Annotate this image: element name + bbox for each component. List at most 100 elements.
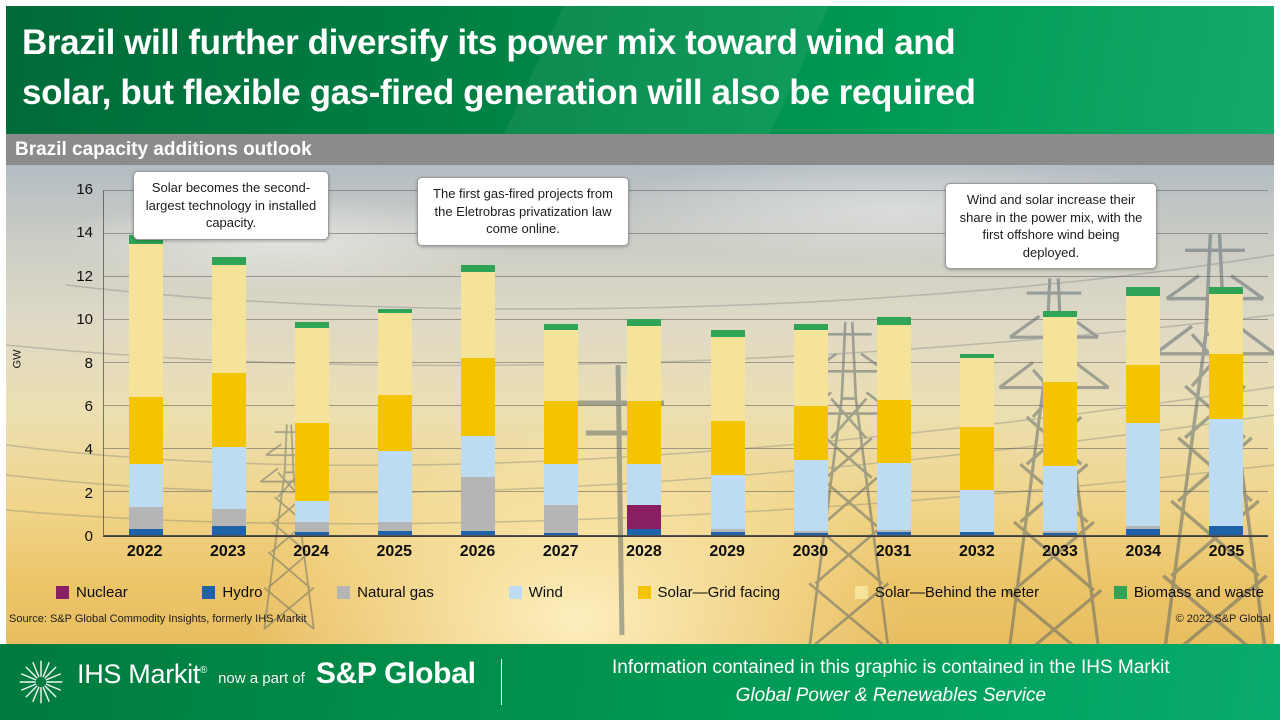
bar-segment-wind (1209, 418, 1244, 527)
bar-stack-2035 (1209, 190, 1244, 535)
bar-column-2033 (1019, 190, 1102, 535)
x-tick-label: 2024 (293, 543, 329, 560)
legend-item-solar-behind-the-meter: Solar—Behind the meter (854, 584, 1039, 601)
bar-segment-hydro (1209, 526, 1244, 535)
bar-segment-solar-behind-the-meter (1043, 317, 1078, 382)
bar-segment-solar-grid-facing (544, 401, 579, 464)
x-tick-label: 2031 (875, 543, 912, 560)
gridline (104, 405, 1268, 407)
bar-segment-biomass-and-waste (211, 256, 246, 266)
legend-label: Wind (528, 584, 563, 601)
bar-stack-2031 (876, 190, 911, 535)
legend-item-solar-grid-facing: Solar—Grid facing (637, 584, 781, 601)
ihs-markit-brand: IHS Markit® (77, 659, 207, 690)
page-title-line1: Brazil will further diversify its power … (22, 23, 956, 62)
x-tick-label: 2028 (626, 543, 662, 560)
bar-column-2031 (852, 190, 935, 535)
bar-segment-wind (211, 446, 246, 510)
bar-stack-2027 (544, 190, 579, 535)
bar-segment-hydro (211, 526, 246, 535)
gridline (104, 275, 1268, 277)
bar-segment-biomass-and-waste (461, 265, 496, 272)
bar-segment-wind (627, 463, 662, 505)
bar-segment-biomass-and-waste (377, 308, 412, 313)
legend-item-natural-gas: Natural gas (337, 584, 434, 601)
bar-segment-solar-grid-facing (128, 397, 163, 464)
footer-info-line1: Information contained in this graphic is… (612, 656, 1170, 678)
legend-label: Biomass and waste (1133, 584, 1264, 601)
bar-segment-hydro (710, 531, 745, 535)
registered-mark: ® (200, 665, 208, 676)
bar-segment-wind (876, 462, 911, 530)
bar-segment-solar-behind-the-meter (128, 243, 163, 397)
page-title-line2: solar, but flexible gas-fired generation… (22, 73, 976, 112)
bar-segment-hydro (793, 532, 828, 535)
bar-segment-solar-behind-the-meter (544, 330, 579, 402)
bar-stack-2034 (1126, 190, 1161, 535)
bar-segment-solar-behind-the-meter (876, 324, 911, 401)
bar-column-2035 (1185, 190, 1268, 535)
bar-segment-solar-grid-facing (710, 420, 745, 475)
bar-segment-biomass-and-waste (1043, 310, 1078, 318)
bar-segment-solar-behind-the-meter (627, 325, 662, 402)
bar-column-2022 (104, 190, 187, 535)
footer: IHS Markit® now a part of S&P Global Inf… (0, 644, 1280, 720)
bar-segment-biomass-and-waste (793, 323, 828, 331)
bar-segment-hydro (377, 530, 412, 535)
y-tick-label: 12 (76, 267, 93, 285)
chart-title: Brazil capacity additions outlook (15, 139, 312, 160)
bar-segment-wind (959, 489, 994, 532)
source-row: Source: S&P Global Commodity Insights, f… (9, 613, 1271, 625)
bar-segment-natural-gas (211, 509, 246, 527)
bar-segment-wind (544, 463, 579, 505)
y-tick-label: 14 (76, 224, 93, 242)
bar-segment-nuclear (627, 504, 662, 529)
bar-stack-2022 (128, 190, 163, 535)
bar-segment-natural-gas (294, 522, 329, 532)
bar-segment-wind (1126, 422, 1161, 527)
bar-column-2034 (1102, 190, 1185, 535)
bar-stack-2032 (959, 190, 994, 535)
bar-stack-2024 (294, 190, 329, 535)
bar-segment-hydro (1126, 528, 1161, 535)
bar-stack-2030 (793, 190, 828, 535)
bar-segment-solar-behind-the-meter (959, 358, 994, 428)
x-tick-label: 2022 (126, 543, 163, 560)
x-tick-label: 2027 (542, 543, 579, 560)
bar-segment-solar-grid-facing (959, 427, 994, 490)
legend-label: Solar—Grid facing (657, 584, 781, 601)
bar-segment-wind (377, 450, 412, 523)
x-tick-label: 2035 (1208, 543, 1245, 560)
bar-segment-biomass-and-waste (876, 317, 911, 325)
y-tick-label: 8 (84, 354, 93, 372)
x-tick-label: 2026 (459, 543, 496, 560)
y-tick-label: 0 (84, 528, 93, 545)
bar-segment-wind (128, 463, 163, 507)
bar-segment-solar-behind-the-meter (461, 271, 496, 359)
bar-segment-biomass-and-waste (1126, 287, 1161, 296)
legend-swatch (202, 586, 216, 599)
y-axis-labels: 0 2 4 6 8 10 12 14 16 (61, 181, 97, 545)
bar-segment-wind (710, 474, 745, 529)
bar-segment-wind (1043, 466, 1078, 531)
legend-item-wind: Wind (508, 584, 563, 601)
x-tick-label: 2025 (376, 543, 413, 560)
y-tick-label: 4 (84, 441, 93, 459)
bar-segment-natural-gas (461, 476, 496, 531)
legend-label: Nuclear (76, 584, 128, 601)
bar-segment-hydro (1043, 532, 1078, 535)
bar-segment-solar-grid-facing (1043, 381, 1078, 466)
header-banner: Brazil will further diversify its power … (6, 6, 1274, 134)
bar-segment-biomass-and-waste (544, 323, 579, 331)
x-tick-label: 2034 (1125, 543, 1162, 560)
gridline (104, 448, 1268, 450)
callout-gas: The first gas-fired projects from the El… (417, 177, 629, 246)
bar-segment-solar-grid-facing (377, 394, 412, 451)
footer-brand-block: IHS Markit® now a part of S&P Global (0, 657, 502, 707)
bar-segment-solar-grid-facing (793, 405, 828, 460)
y-tick-label: 6 (84, 397, 93, 415)
bar-segment-natural-gas (1043, 530, 1078, 533)
bar-segment-solar-grid-facing (627, 401, 662, 464)
bar-segment-hydro (876, 531, 911, 535)
legend-item-biomass-and-waste: Biomass and waste (1113, 584, 1264, 601)
